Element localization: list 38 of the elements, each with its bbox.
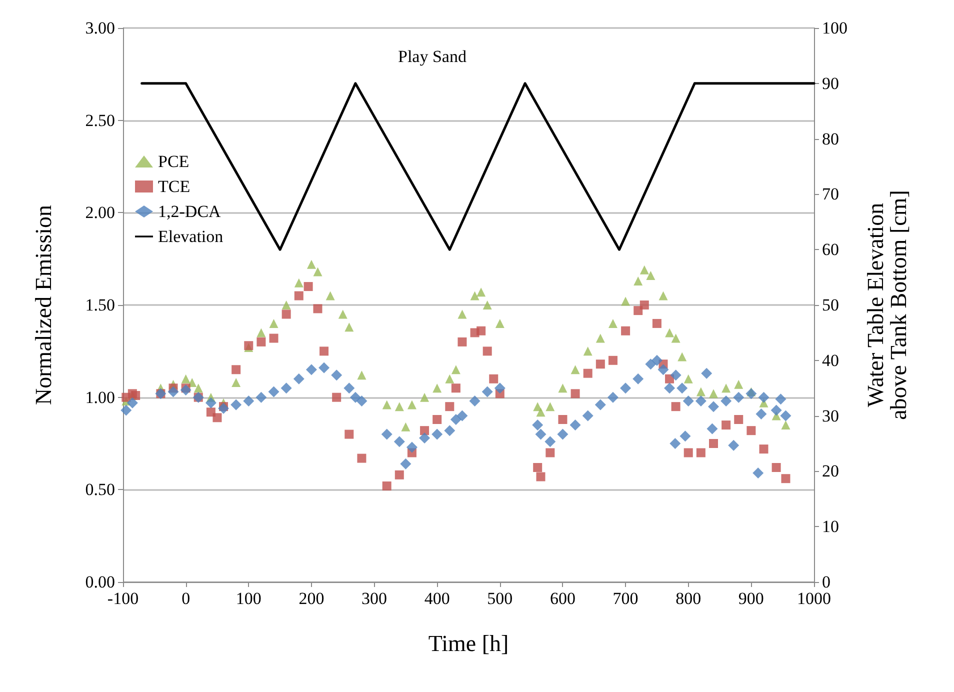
y2-tick-label: 50 <box>822 296 839 314</box>
y-tick-label: 0.50 <box>85 480 115 500</box>
y2-axis-title: Water Table Elevation above Tank Bottom [cm] <box>863 190 911 420</box>
y-tick-label: 0.00 <box>85 572 115 592</box>
y2-tick-label: 80 <box>822 129 839 148</box>
x-tick-label: 300 <box>362 589 388 608</box>
y2-tick-label: 60 <box>822 240 839 260</box>
y-axis-title: Normalized Emission <box>31 204 56 405</box>
x-tick-label: 1000 <box>797 589 831 608</box>
x-tick-label: 200 <box>298 589 324 608</box>
x-tick-label: 600 <box>550 589 576 608</box>
x-tick-label: 0 <box>182 589 190 608</box>
x-tick-label: 700 <box>612 589 638 608</box>
x-tick-label: 100 <box>236 589 262 608</box>
legend-label: Elevation <box>158 227 224 246</box>
annotation: Play Sand <box>398 47 467 66</box>
x-tick-label: 900 <box>738 589 764 608</box>
y2-tick-label: 90 <box>822 74 839 93</box>
y2-tick-label: 40 <box>822 350 839 370</box>
y-tick-label: 1.50 <box>85 296 115 314</box>
y2-tick-label: 10 <box>822 517 839 536</box>
y-tick-label: 3.00 <box>85 18 115 38</box>
y2-tick-label: 30 <box>822 406 839 426</box>
x-tick-label: -100 <box>107 589 139 608</box>
y2-tick-label: 70 <box>822 184 839 204</box>
legend-label: PCE <box>158 152 190 171</box>
legend-label: 1,2-DCA <box>158 202 222 221</box>
x-tick-label: 400 <box>424 589 450 608</box>
legend-label: TCE <box>158 177 190 196</box>
x-axis-title: Time [h] <box>428 631 509 656</box>
y-tick-label: 1.00 <box>85 388 115 407</box>
y2-tick-label: 0 <box>822 572 830 592</box>
y2-tick-label: 100 <box>822 18 848 38</box>
x-tick-label: 800 <box>676 589 702 608</box>
x-tick-label: 500 <box>487 589 513 608</box>
y2-tick-label: 20 <box>822 462 839 481</box>
y-tick-label: 2.50 <box>85 110 115 130</box>
y-tick-label: 2.00 <box>85 203 115 222</box>
